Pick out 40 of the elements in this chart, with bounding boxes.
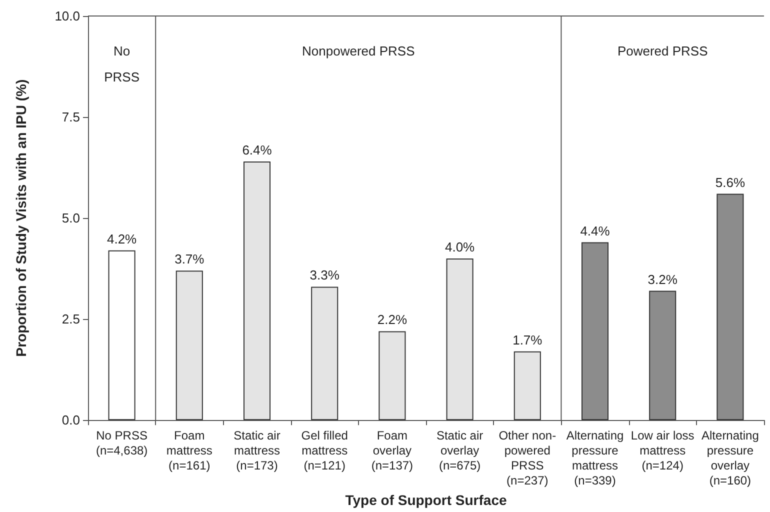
y-tick-label: 5.0 xyxy=(62,210,80,226)
bar xyxy=(108,250,136,420)
annotation: Nonpowered PRSS xyxy=(302,44,416,58)
bar xyxy=(311,286,338,420)
x-axis-title: Type of Support Surface xyxy=(345,492,507,508)
y-tick-label: 2.5 xyxy=(62,312,80,327)
data-label: 3.7% xyxy=(174,252,205,267)
x-tick-label: Static air mattress (n=173) xyxy=(234,428,280,473)
x-tick-label: Low air loss mattress (n=124) xyxy=(630,428,694,473)
data-label: 2.2% xyxy=(377,312,408,328)
x-tick-label: Other non- powered PRSS (n=237) xyxy=(498,428,556,488)
bar xyxy=(716,194,744,420)
data-label: 4.2% xyxy=(106,231,138,246)
data-label: 1.7% xyxy=(512,332,543,348)
y-tick-label: 0.0 xyxy=(62,412,80,428)
x-tick-label: Alternating pressure mattress (n=339) xyxy=(566,428,624,488)
y-axis-title: Proportion of Study Visits with an IPU (%) xyxy=(13,79,29,357)
annotation: No PRSS xyxy=(104,44,140,84)
bar xyxy=(176,270,203,420)
bar xyxy=(649,290,676,420)
x-tick-label: Foam mattress (n=161) xyxy=(166,428,212,473)
data-label: 3.2% xyxy=(648,272,678,287)
x-tick-label: Alternating pressure overlay (n=160) xyxy=(702,428,759,488)
y-tick-label: 10.0 xyxy=(54,8,80,24)
annotation: Powered PRSS xyxy=(617,44,708,58)
bar xyxy=(243,161,271,420)
data-label: 4.4% xyxy=(580,223,610,238)
data-label: 5.6% xyxy=(715,174,746,190)
x-tick-label: Gel filled mattress (n=121) xyxy=(301,428,348,473)
data-label: 4.0% xyxy=(444,239,476,254)
data-label: 6.4% xyxy=(242,142,272,158)
bar xyxy=(514,351,541,420)
y-tick-label: 7.5 xyxy=(62,110,80,125)
bar xyxy=(581,242,609,420)
x-tick-label: Foam overlay (n=137) xyxy=(371,428,414,473)
x-tick-label: No PRSS (n=4,638) xyxy=(96,428,148,458)
bar xyxy=(378,331,406,420)
bar xyxy=(446,258,474,420)
data-label: 3.3% xyxy=(310,268,340,283)
x-tick-label: Static air overlay (n=675) xyxy=(436,428,484,473)
